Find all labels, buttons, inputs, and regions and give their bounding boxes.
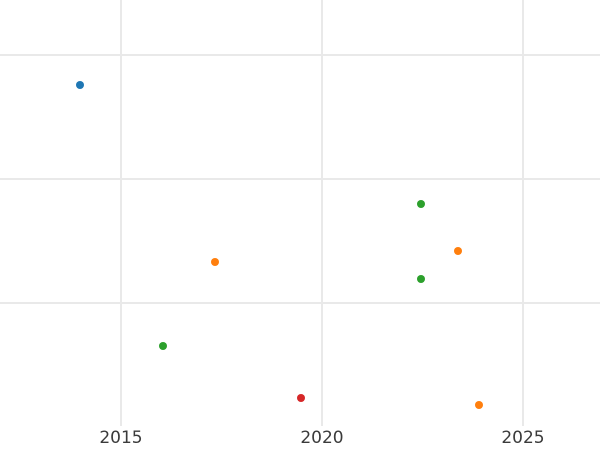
x-tick-label: 2020	[300, 428, 344, 448]
horizontal-gridline	[0, 302, 600, 304]
orange-scatter-point	[211, 258, 219, 266]
orange-scatter-point	[454, 247, 462, 255]
vertical-gridline	[120, 0, 122, 426]
red-scatter-point	[297, 394, 305, 402]
vertical-gridline	[522, 0, 524, 426]
horizontal-gridline	[0, 178, 600, 180]
blue-scatter-point	[76, 81, 84, 89]
horizontal-gridline	[0, 54, 600, 56]
green-scatter-point	[417, 275, 425, 283]
vertical-gridline	[321, 0, 323, 426]
x-tick-label: 2015	[99, 428, 143, 448]
x-tick-label: 2025	[501, 428, 545, 448]
green-scatter-point	[159, 342, 167, 350]
orange-scatter-point	[475, 401, 483, 409]
green-scatter-point	[417, 200, 425, 208]
